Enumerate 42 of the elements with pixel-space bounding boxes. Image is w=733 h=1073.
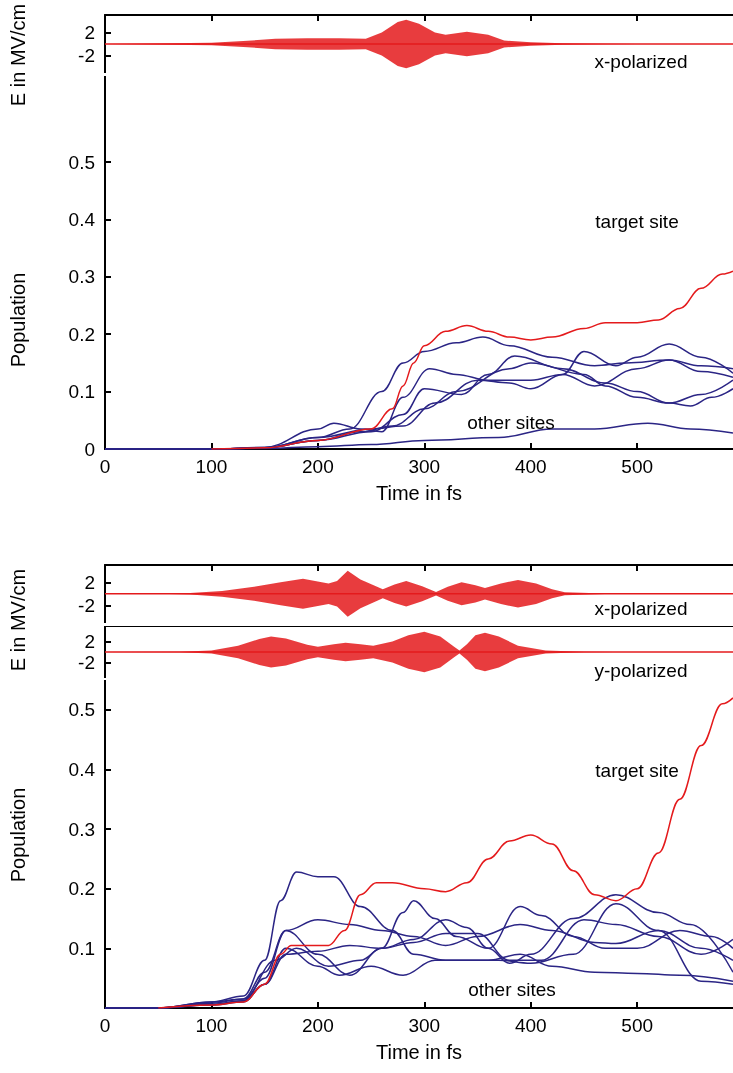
y-tick-label: -2 bbox=[78, 651, 95, 673]
x-tick-label: 100 bbox=[195, 456, 228, 477]
y-tick-label: 0.2 bbox=[68, 323, 95, 345]
x-tick-label: 500 bbox=[621, 1015, 654, 1036]
y-tick-label: 0.4 bbox=[68, 758, 96, 780]
x-tick-label: 200 bbox=[302, 1015, 334, 1036]
y-axis-title: E in MV/cm bbox=[6, 3, 30, 107]
x-tick-label: 0 bbox=[99, 1015, 111, 1036]
x-tick-label: 200 bbox=[302, 456, 334, 477]
y-axis-title: Population bbox=[6, 787, 30, 883]
x-axis-title: Time in fs bbox=[376, 482, 462, 504]
x-tick-label: 100 bbox=[195, 1015, 228, 1036]
y-tick-label: 0.1 bbox=[68, 381, 95, 403]
annotation: target site bbox=[595, 211, 679, 233]
annotation: y-polarized bbox=[594, 660, 688, 682]
y-tick-label: 2 bbox=[84, 21, 95, 43]
annotation: x-polarized bbox=[594, 51, 688, 73]
y-tick-label: -2 bbox=[78, 45, 95, 67]
y-axis-title: E in MV/cm bbox=[6, 568, 30, 672]
y-tick-label: 0.2 bbox=[68, 878, 95, 900]
y-tick-label: 0 bbox=[84, 438, 95, 460]
x-tick-label: 300 bbox=[408, 1015, 441, 1036]
x-tick-label: 300 bbox=[408, 456, 441, 477]
y-tick-label: 0.3 bbox=[68, 818, 95, 840]
x-axis-title: Time in fs bbox=[376, 1041, 462, 1063]
y-tick-label: 0.5 bbox=[68, 151, 95, 173]
y-tick-label: 2 bbox=[84, 630, 95, 652]
y-tick-label: 2 bbox=[84, 571, 95, 593]
annotation: x-polarized bbox=[594, 598, 688, 620]
y-tick-label: 0.1 bbox=[68, 937, 95, 959]
y-tick-label: 0.5 bbox=[68, 699, 95, 721]
annotation: other sites bbox=[468, 979, 556, 1001]
x-tick-label: 400 bbox=[514, 1015, 547, 1036]
y-tick-label: 0.3 bbox=[68, 266, 95, 288]
y-tick-label: -2 bbox=[78, 594, 95, 616]
annotation: target site bbox=[595, 760, 679, 782]
x-tick-label: 400 bbox=[514, 456, 547, 477]
x-tick-label: 500 bbox=[621, 456, 654, 477]
x-tick-label: 0 bbox=[99, 456, 111, 477]
y-axis-title: Population bbox=[6, 272, 30, 368]
annotation: other sites bbox=[467, 412, 555, 434]
y-tick-label: 0.4 bbox=[68, 208, 96, 230]
